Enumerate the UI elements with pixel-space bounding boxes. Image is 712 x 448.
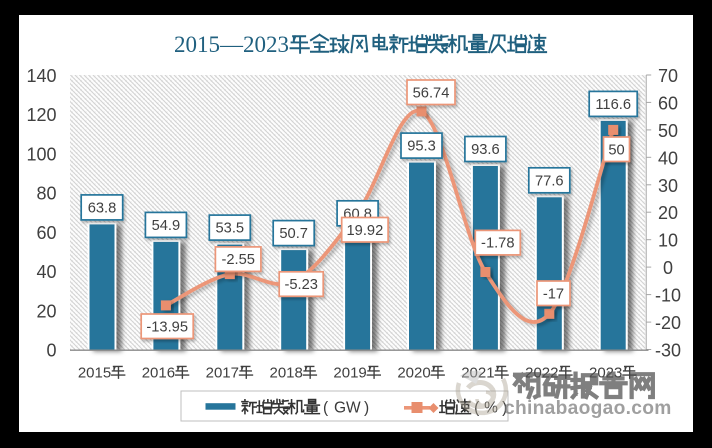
svg-text:40: 40 (658, 148, 678, 168)
svg-text:140: 140 (26, 66, 56, 86)
svg-text:50: 50 (608, 142, 624, 158)
svg-text:70: 70 (658, 66, 678, 86)
svg-text:120: 120 (26, 105, 56, 125)
svg-text:): ) (364, 400, 369, 417)
svg-text:19.92: 19.92 (347, 223, 384, 239)
svg-text:100: 100 (26, 144, 56, 164)
svg-text:2015—2023: 2015—2023 (174, 32, 289, 57)
svg-text:77.6: 77.6 (535, 173, 564, 189)
svg-text:%: % (484, 400, 498, 417)
svg-text:2017: 2017 (206, 365, 239, 382)
svg-text:2019: 2019 (333, 365, 366, 382)
svg-text:chinabaogao.com: chinabaogao.com (504, 398, 672, 419)
svg-text:40: 40 (36, 262, 56, 282)
svg-text:2015: 2015 (78, 365, 111, 382)
svg-text:0: 0 (46, 340, 56, 360)
svg-text:2018: 2018 (270, 365, 303, 382)
svg-text:93.6: 93.6 (471, 142, 500, 158)
svg-text:80: 80 (36, 184, 56, 204)
svg-text:-30: -30 (655, 340, 681, 360)
svg-text:20: 20 (658, 203, 678, 223)
svg-text:56.74: 56.74 (413, 85, 450, 101)
svg-text:95.3: 95.3 (407, 139, 436, 155)
svg-text:60: 60 (658, 93, 678, 113)
svg-text:): ) (502, 400, 507, 417)
svg-text:-5.23: -5.23 (284, 277, 317, 293)
svg-text:63.8: 63.8 (88, 200, 117, 216)
svg-text:-20: -20 (655, 313, 681, 333)
svg-text:-2.55: -2.55 (221, 252, 254, 268)
svg-text:-13.95: -13.95 (146, 319, 188, 335)
svg-text:2020: 2020 (397, 365, 430, 382)
svg-text:116.6: 116.6 (595, 97, 631, 113)
svg-text:-17: -17 (543, 286, 564, 302)
svg-text:50: 50 (658, 121, 678, 141)
svg-text:0: 0 (663, 258, 673, 278)
svg-text:30: 30 (658, 176, 678, 196)
svg-text:(: ( (474, 400, 480, 417)
svg-text:10: 10 (658, 231, 678, 251)
svg-text:54.9: 54.9 (152, 218, 181, 234)
svg-text:-10: -10 (655, 286, 681, 306)
svg-text:50.7: 50.7 (279, 226, 308, 242)
svg-text:53.5: 53.5 (216, 221, 245, 237)
svg-text:2016: 2016 (142, 365, 175, 382)
svg-text:-1.78: -1.78 (481, 236, 514, 252)
svg-text:(: ( (323, 400, 329, 417)
svg-text:20: 20 (36, 301, 56, 321)
svg-text:60: 60 (36, 223, 56, 243)
svg-text:2021: 2021 (461, 365, 494, 382)
svg-text:GW: GW (334, 400, 361, 417)
